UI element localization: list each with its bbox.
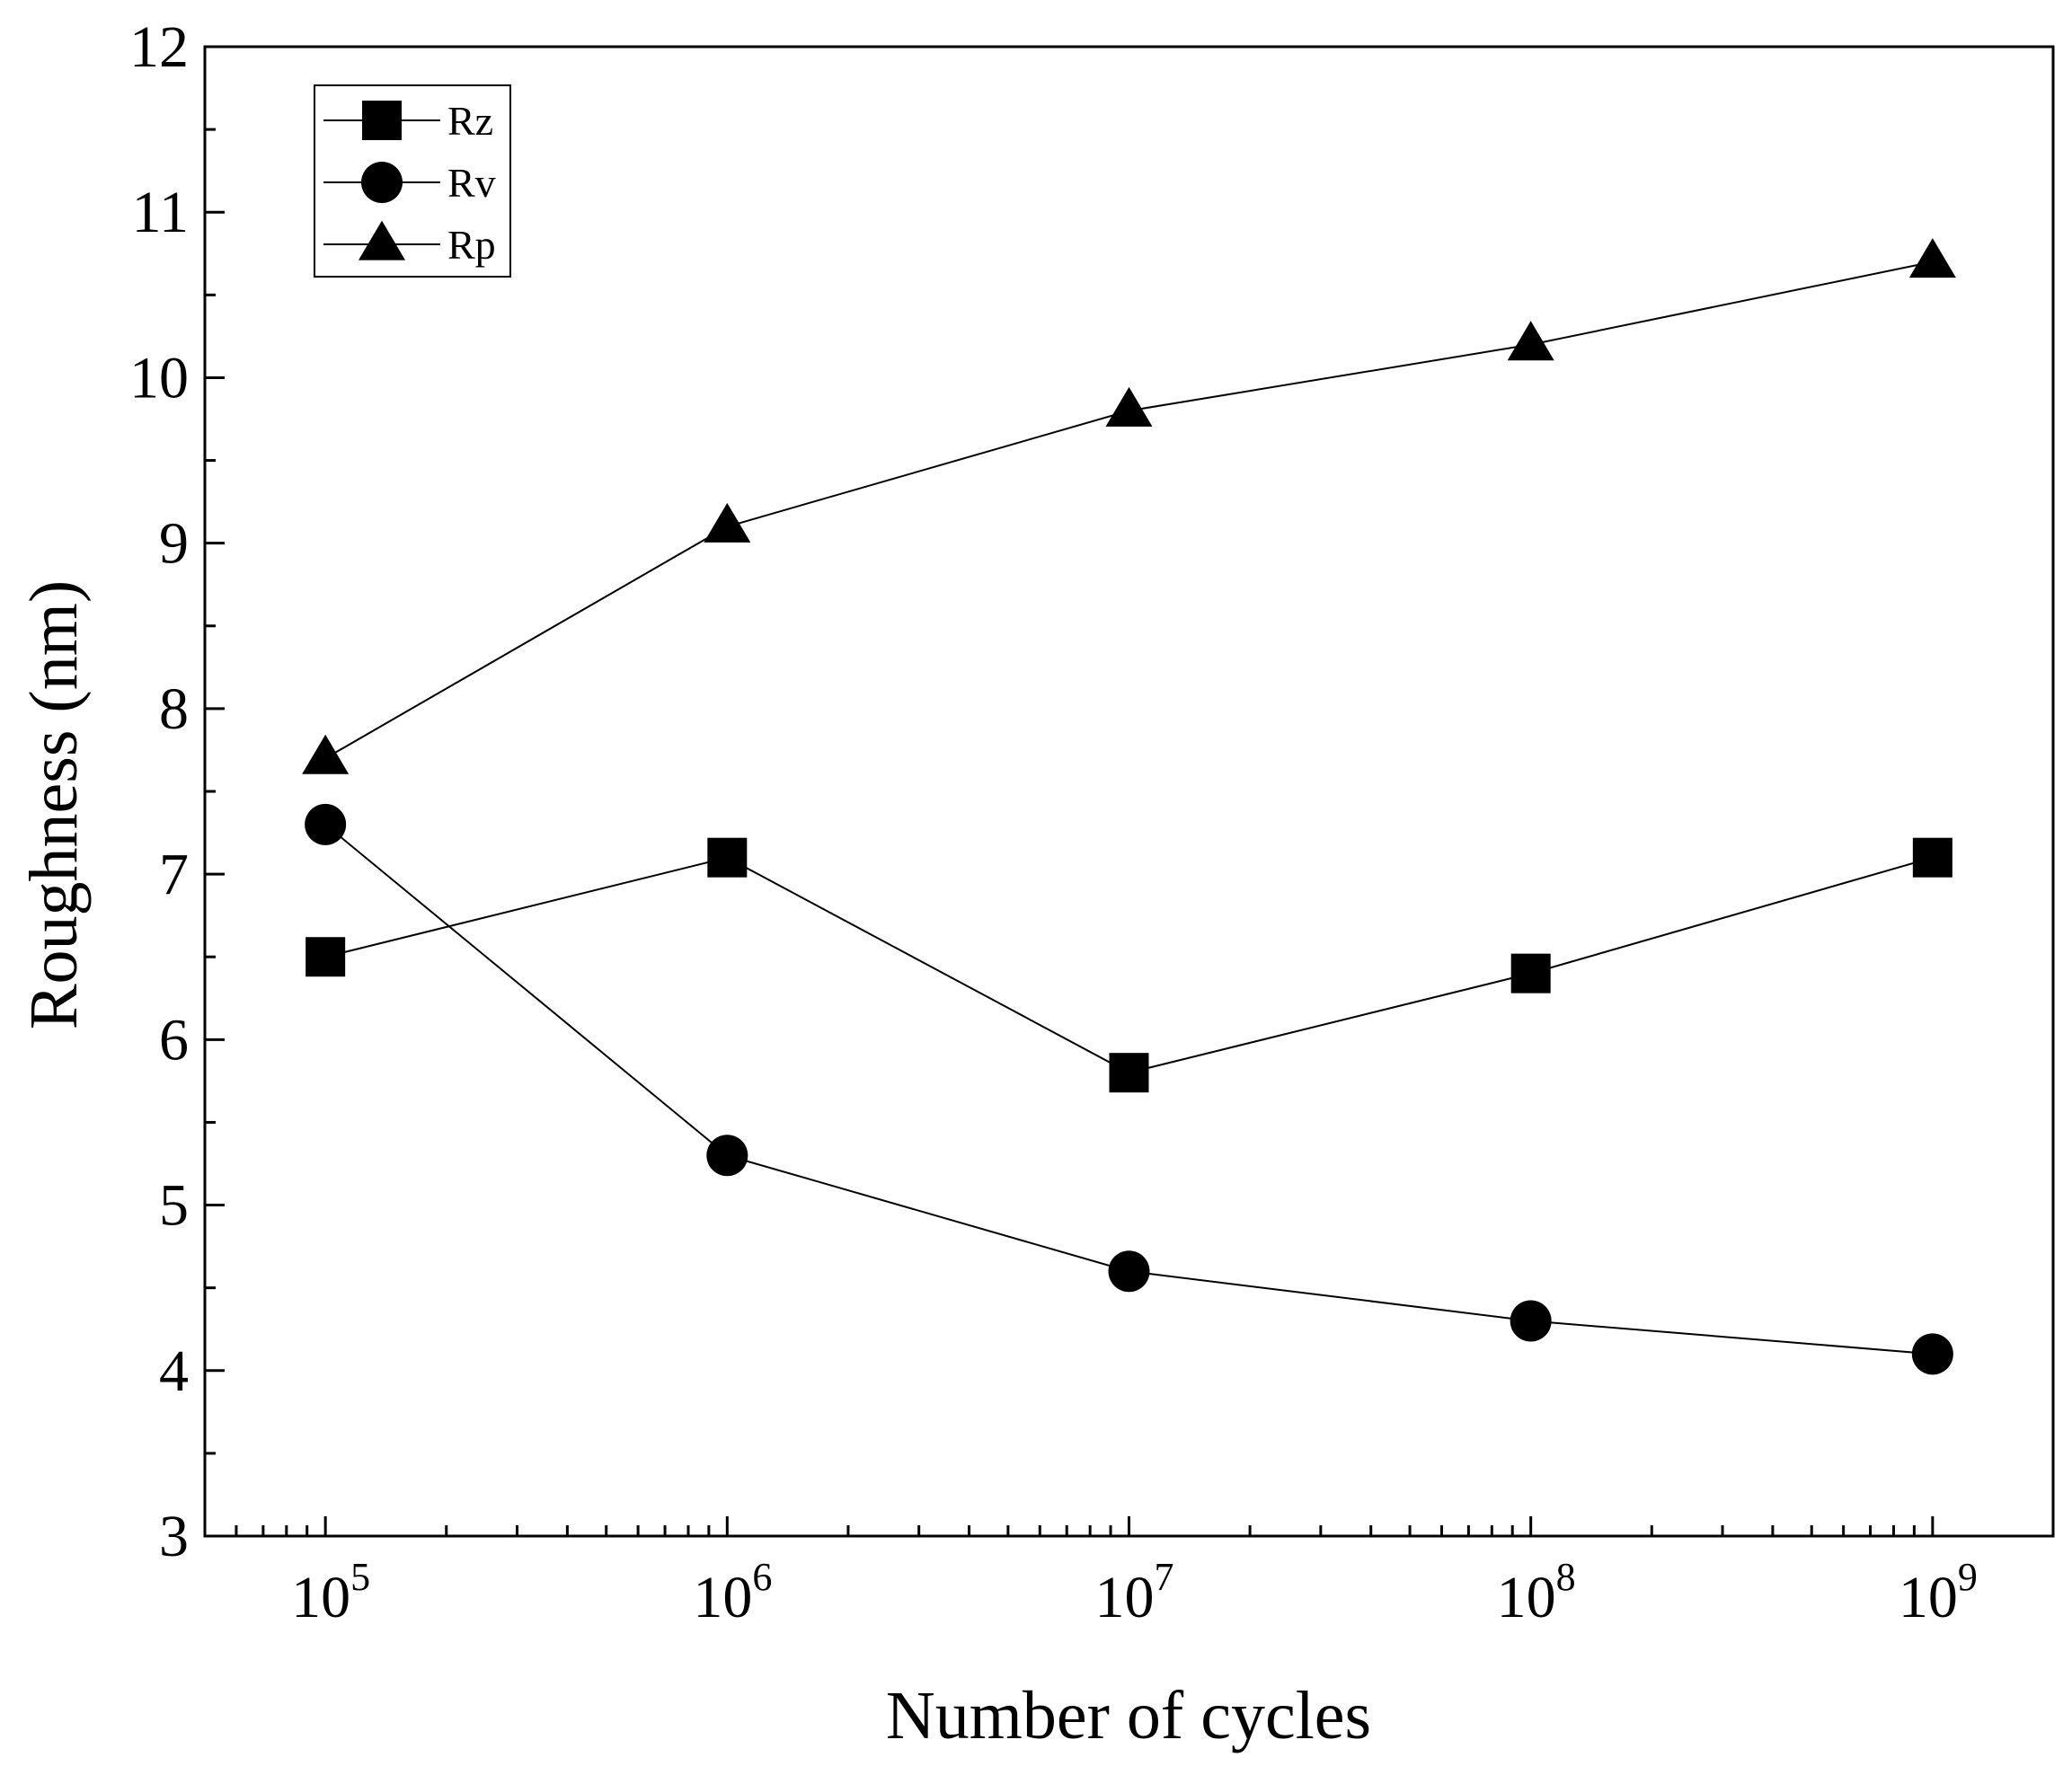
axes: 3 4 5 6 7 8 9 10 11 12 105 106 107 108 109 <box>129 14 2055 1630</box>
y-tick-label: 10 <box>129 345 189 411</box>
data-point-rv <box>1510 1300 1552 1342</box>
legend-label-rv: Rv <box>447 160 496 206</box>
data-point-rz <box>305 937 346 977</box>
legend-label-rz: Rz <box>447 98 493 144</box>
data-point-rp <box>1105 386 1153 427</box>
x-axis-title: Number of cycles <box>886 1678 1371 1753</box>
data-point-rv <box>706 1135 748 1177</box>
x-tick-label: 105 <box>291 1555 370 1630</box>
legend: Rz Rv Rp <box>314 84 511 278</box>
y-tick-label: 8 <box>159 676 189 742</box>
y-tick-label: 6 <box>159 1007 189 1073</box>
data-point-rp <box>1908 238 1956 278</box>
x-tick-label: 107 <box>1095 1555 1174 1630</box>
data-point-rv <box>305 803 347 845</box>
x-tick-label: 109 <box>1899 1555 1978 1630</box>
data-point-rz <box>1510 953 1551 993</box>
legend-marker-rv <box>361 162 403 203</box>
legend-marker-rp <box>359 220 405 261</box>
data-point-rz <box>1912 837 1952 878</box>
data-point-rz <box>707 837 748 878</box>
y-tick-label: 3 <box>159 1504 189 1569</box>
y-tick-label: 5 <box>159 1173 189 1239</box>
data-point-rp <box>704 502 751 543</box>
x-tick-label: 108 <box>1497 1555 1576 1630</box>
y-tick-label: 4 <box>159 1338 189 1404</box>
data-point-rv <box>1911 1333 1953 1375</box>
y-axis-title: Roughness (nm) <box>16 580 92 1029</box>
legend-marker-rz <box>362 101 402 140</box>
data-point-rp <box>302 734 350 774</box>
y-tick-label: 12 <box>129 14 189 80</box>
y-tick-label: 11 <box>131 180 189 245</box>
legend-label-rp: Rp <box>447 222 496 268</box>
x-tick-label: 106 <box>693 1555 772 1630</box>
series-markers <box>302 238 1956 1375</box>
y-tick-label: 7 <box>159 842 189 907</box>
data-point-rv <box>1108 1250 1150 1293</box>
data-point-rp <box>1507 321 1554 361</box>
y-tick-label: 9 <box>159 511 189 577</box>
data-point-rz <box>1109 1053 1149 1093</box>
